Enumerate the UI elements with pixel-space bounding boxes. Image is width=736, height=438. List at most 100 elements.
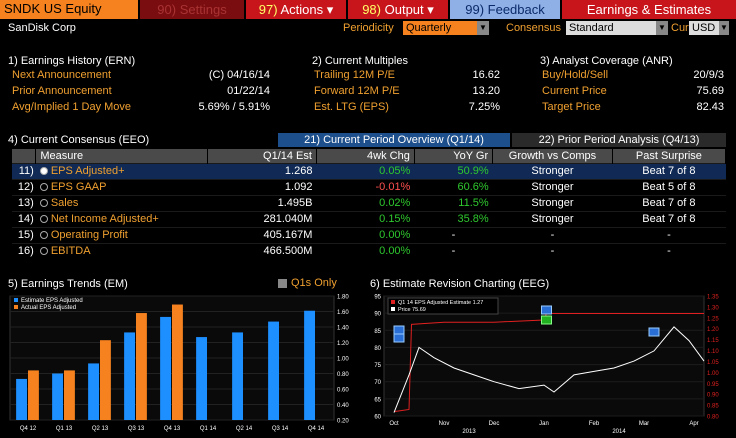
- consensus-dropdown-icon[interactable]: ▼: [656, 21, 668, 35]
- yoy-cell: 35.8%: [414, 210, 493, 227]
- estimate-bar: [232, 332, 243, 420]
- comps-cell: Stronger: [492, 162, 613, 179]
- measure-cell[interactable]: Net Income Adjusted+: [35, 210, 208, 227]
- q1s-checkbox[interactable]: [278, 279, 287, 288]
- yoy-cell: 60.6%: [414, 178, 493, 195]
- periodicity-select[interactable]: Quarterly: [403, 21, 477, 35]
- feedback-button[interactable]: 99) Feedback: [450, 0, 560, 19]
- actual-bar: [172, 304, 183, 420]
- x-tick-label: Q2 14: [236, 426, 253, 432]
- actions-dropdown-icon: ▾: [326, 2, 334, 17]
- surprise-cell: -: [612, 242, 726, 259]
- currency-select[interactable]: USD: [689, 21, 719, 35]
- x-tick-label: Dec: [489, 421, 500, 427]
- revision-chart-title[interactable]: 6) Estimate Revision Charting (EEG): [370, 278, 550, 290]
- table-row[interactable]: 14) Net Income Adjusted+ 281.040M 0.15% 35.8…: [12, 210, 726, 227]
- estimate-cell: 1.495B: [207, 194, 317, 211]
- col-header[interactable]: YoY Gr: [414, 149, 494, 163]
- analyst-coverage-title[interactable]: 3) Analyst Coverage (ANR): [540, 55, 673, 67]
- consensus-title[interactable]: 4) Current Consensus (EEO): [8, 134, 150, 146]
- earnings-history-title[interactable]: 1) Earnings History (ERN): [8, 55, 136, 67]
- earnings-trends-title[interactable]: 5) Earnings Trends (EM): [8, 278, 128, 290]
- measure-cell[interactable]: EBITDA: [35, 242, 208, 259]
- earnings-history-row: Next Announcement (C) 04/16/14: [12, 68, 270, 84]
- actual-bar: [28, 370, 39, 420]
- row-radio[interactable]: [39, 247, 48, 256]
- earnings-trends-chart: 0.20 0.40 0.60 0.80 1.00 1.20 1.40 1.60 1.80 Q4 1…: [9, 295, 349, 432]
- current-multiples-label: Est. LTG (EPS): [314, 101, 389, 113]
- consensus-select[interactable]: Standard: [566, 21, 656, 35]
- row-radio[interactable]: [39, 231, 48, 240]
- estimate-bar: [52, 373, 63, 420]
- currency-label: Cur: [671, 22, 689, 34]
- surprise-cell: -: [612, 226, 726, 243]
- estimate-cell: 281.040M: [207, 210, 317, 227]
- change-cell: 0.05%: [316, 162, 415, 179]
- analyst-coverage-value: 75.69: [696, 85, 724, 97]
- row-radio[interactable]: [39, 199, 48, 208]
- x-tick-label: Nov: [439, 421, 450, 427]
- col-header[interactable]: Growth vs Comps: [492, 149, 613, 163]
- col-header[interactable]: 4wk Chg: [316, 149, 415, 163]
- y-tick-label: 1.60: [337, 310, 349, 316]
- periodicity-dropdown-icon[interactable]: ▼: [477, 21, 489, 35]
- yoy-cell: 50.9%: [414, 162, 493, 179]
- table-row[interactable]: 12) EPS GAAP 1.092 -0.01% 60.6% Stronger Beat …: [12, 178, 726, 195]
- right-tick-label: 1.15: [707, 338, 719, 344]
- analyst-coverage-row: Target Price 82.43: [542, 100, 724, 116]
- currency-dropdown-icon[interactable]: ▼: [719, 21, 729, 35]
- analyst-coverage-value: 82.43: [696, 101, 724, 113]
- right-tick-label: 1.00: [707, 371, 719, 377]
- analyst-coverage-label: Buy/Hold/Sell: [542, 69, 609, 81]
- output-button[interactable]: 98) Output ▾: [348, 0, 448, 19]
- estimate-bar: [196, 337, 207, 420]
- col-header[interactable]: Past Surprise: [612, 149, 727, 163]
- y-tick-label: 0.20: [337, 419, 349, 425]
- revision-marker-icon: [393, 325, 405, 335]
- col-header[interactable]: Q1/14 Est: [207, 149, 317, 163]
- row-radio[interactable]: [39, 183, 48, 192]
- measure-cell[interactable]: EPS Adjusted+: [35, 162, 208, 179]
- surprise-cell: Beat 7 of 8: [612, 162, 726, 179]
- x-tick-label: Q2 13: [92, 426, 109, 432]
- surprise-cell: Beat 7 of 8: [612, 194, 726, 211]
- company-name: SanDisk Corp: [8, 22, 76, 34]
- legend-est-label: Q1 14 EPS Adjusted Estimate 1.27: [398, 300, 483, 306]
- tab-prior-period[interactable]: 22) Prior Period Analysis (Q4/13): [512, 133, 726, 147]
- comps-cell: Stronger: [492, 210, 613, 227]
- revision-marker-icon: [541, 315, 552, 325]
- left-tick-label: 85: [374, 329, 381, 335]
- x-tick-label: Q1 14: [200, 426, 217, 432]
- ticker-field[interactable]: SNDK US Equity: [0, 0, 138, 19]
- table-row[interactable]: 15) Operating Profit 405.167M 0.00% - - -: [12, 226, 726, 243]
- comps-cell: Stronger: [492, 194, 613, 211]
- page-title: Earnings & Estimates: [562, 0, 736, 19]
- y-tick-label: 0.80: [337, 372, 349, 378]
- table-row[interactable]: 11) EPS Adjusted+ 1.268 0.05% 50.9% Stronger B…: [12, 162, 726, 179]
- y-tick-label: 1.20: [337, 341, 349, 347]
- earnings-history-value: 01/22/14: [227, 85, 270, 97]
- x-tick-label: Q4 13: [164, 426, 181, 432]
- table-row[interactable]: 13) Sales 1.495B 0.02% 11.5% Stronger Beat 7 o…: [12, 194, 726, 211]
- q1s-label: Q1s Only: [291, 277, 337, 289]
- measure-cell[interactable]: EPS GAAP: [35, 178, 208, 195]
- price-line: [393, 326, 705, 413]
- row-radio[interactable]: [39, 167, 48, 176]
- revision-marker-icon: [648, 327, 660, 337]
- x-tick-label: Mar: [639, 421, 649, 427]
- earnings-history-label: Next Announcement: [12, 69, 112, 81]
- table-row[interactable]: 16) EBITDA 466.500M 0.00% - - -: [12, 242, 726, 259]
- measure-cell[interactable]: Operating Profit: [35, 226, 208, 243]
- col-header[interactable]: Measure: [35, 149, 209, 163]
- row-index: 13): [12, 194, 36, 211]
- feedback-num: 99): [465, 2, 485, 17]
- tab-current-period[interactable]: 21) Current Period Overview (Q1/14): [278, 133, 510, 147]
- measure-cell[interactable]: Sales: [35, 194, 208, 211]
- actions-button[interactable]: 97) Actions ▾: [246, 0, 346, 19]
- earnings-history-row: Prior Announcement 01/22/14: [12, 84, 270, 100]
- estimate-cell: 1.092: [207, 178, 317, 195]
- row-radio[interactable]: [39, 215, 48, 224]
- current-multiples-label: Trailing 12M P/E: [314, 69, 395, 81]
- settings-button[interactable]: 90) Settings: [140, 0, 244, 19]
- comps-cell: Stronger: [492, 178, 613, 195]
